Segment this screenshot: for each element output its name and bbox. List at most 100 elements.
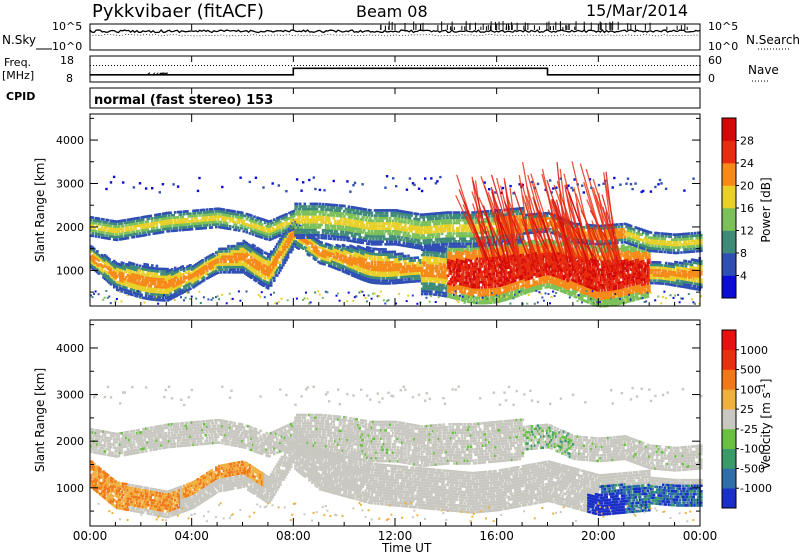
power-cell [98,236,101,239]
power-cell [232,261,235,264]
power-cell [180,211,183,214]
noise-right-tick-top: 10^5 [708,20,738,33]
power-cell [156,224,159,227]
power-cell [439,260,442,263]
power-cell [409,265,412,268]
power-cell [279,248,282,251]
power-cell [278,301,280,303]
power-cell [365,219,368,222]
power-cell [423,259,426,262]
power-cell [328,219,331,222]
power-cell [300,190,302,192]
power-cell [432,272,435,275]
power-cell [218,253,221,256]
power-cell [337,233,340,236]
power-cell [410,220,413,223]
power-cell [296,178,298,180]
power-cell [188,291,190,293]
power-cell [410,222,413,225]
power-cell [172,214,175,217]
power-cell [151,296,154,299]
power-cell [430,226,433,229]
power-cell [151,272,154,275]
power-cell [133,220,136,223]
power-cell [104,297,106,299]
power-cell [278,184,280,186]
power-cell [185,226,188,229]
power-cell [389,220,392,223]
power-cell [246,231,249,234]
power-cell [398,293,400,295]
power-cell [365,240,368,243]
power-cell [319,189,321,191]
power-cell [453,230,456,233]
power-cell [386,217,389,220]
power-cell [217,218,220,221]
power-cell [386,280,389,283]
power-cell [451,227,454,230]
power-cell [407,237,410,240]
power-cell [211,208,214,211]
power-cell [401,215,404,218]
power-cell [432,270,435,273]
power-cell [236,226,239,229]
power-cell [383,225,386,228]
power-cell [220,261,223,264]
power-cell [145,295,148,298]
power-cell [267,287,270,290]
power-cell [323,189,325,191]
power-cell [276,269,279,272]
power-cell [320,224,323,227]
power-cell [392,177,394,179]
radar-summary-plot: Pykkvibaer (fitACF) Beam 08 15/Mar/2014 … [0,0,800,554]
power-cell [333,206,336,209]
power-cell [334,225,337,228]
power-cell [157,219,160,222]
power-cell [349,211,352,214]
power-cell [133,186,135,188]
power-cell [261,252,264,255]
power-cell [406,189,408,191]
power-cell [159,229,162,232]
power-cell [174,211,177,214]
power-cell [343,210,346,213]
power-cell [185,221,188,224]
power-cell [348,205,351,208]
power-cell [323,206,326,209]
power-cell [128,231,131,234]
power-cell [98,293,100,295]
power-cell [186,210,189,213]
power-cell [374,258,377,261]
power-cell [99,223,102,226]
power-cell [197,220,200,223]
power-cell [320,241,323,244]
power-cell [116,233,119,236]
power-cell [304,297,306,299]
power-cell [203,209,206,212]
power-cell [398,241,401,244]
power-cell [372,250,375,253]
power-cell [345,256,348,259]
power-cell [180,296,182,298]
power-cell [209,224,212,227]
station-title: Pykkvibaer (fitACF) [92,1,264,22]
power-cell [389,282,392,285]
power-cell [224,219,227,222]
power-cell [226,302,228,304]
power-cell [361,231,364,234]
power-cell [398,268,401,271]
power-cell [395,220,398,223]
power-cell [241,227,244,230]
power-cell [413,241,416,244]
freq-tick-bottom: 8 [66,72,73,85]
power-cell [127,237,130,240]
nave-tick-top: 60 [708,54,722,67]
noise-left-tick-top: 10^5 [52,20,82,33]
power-cell [450,273,453,276]
power-cell [378,251,381,254]
power-cell [371,212,374,215]
power-cell [325,211,328,214]
power-cell [433,241,436,244]
power-cell [371,298,373,300]
power-cell [183,213,186,216]
